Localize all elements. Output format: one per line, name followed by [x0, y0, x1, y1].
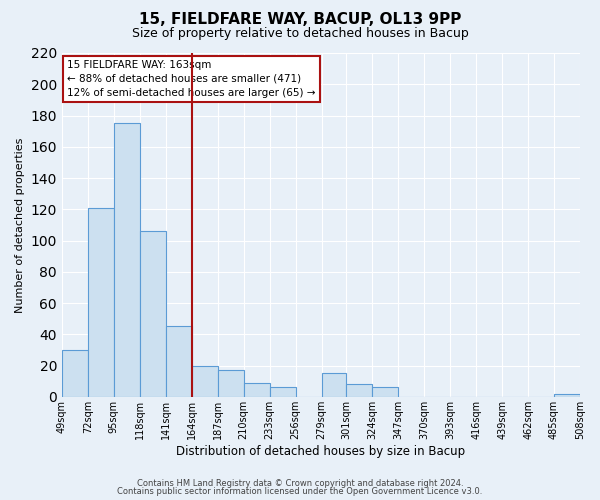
Bar	[88, 208, 114, 397]
X-axis label: Distribution of detached houses by size in Bacup: Distribution of detached houses by size …	[176, 444, 466, 458]
Bar	[192, 366, 218, 397]
Bar	[140, 231, 166, 397]
Bar	[269, 388, 296, 397]
Bar	[554, 394, 580, 397]
Text: 15 FIELDFARE WAY: 163sqm
← 88% of detached houses are smaller (471)
12% of semi-: 15 FIELDFARE WAY: 163sqm ← 88% of detach…	[67, 60, 316, 98]
Bar	[346, 384, 373, 397]
Bar	[244, 382, 269, 397]
Text: 15, FIELDFARE WAY, BACUP, OL13 9PP: 15, FIELDFARE WAY, BACUP, OL13 9PP	[139, 12, 461, 28]
Text: Contains public sector information licensed under the Open Government Licence v3: Contains public sector information licen…	[118, 487, 482, 496]
Bar	[373, 388, 398, 397]
Bar	[62, 350, 88, 397]
Bar	[114, 124, 140, 397]
Y-axis label: Number of detached properties: Number of detached properties	[15, 137, 25, 312]
Text: Size of property relative to detached houses in Bacup: Size of property relative to detached ho…	[131, 28, 469, 40]
Bar	[218, 370, 244, 397]
Text: Contains HM Land Registry data © Crown copyright and database right 2024.: Contains HM Land Registry data © Crown c…	[137, 478, 463, 488]
Bar	[166, 326, 192, 397]
Bar	[322, 374, 346, 397]
